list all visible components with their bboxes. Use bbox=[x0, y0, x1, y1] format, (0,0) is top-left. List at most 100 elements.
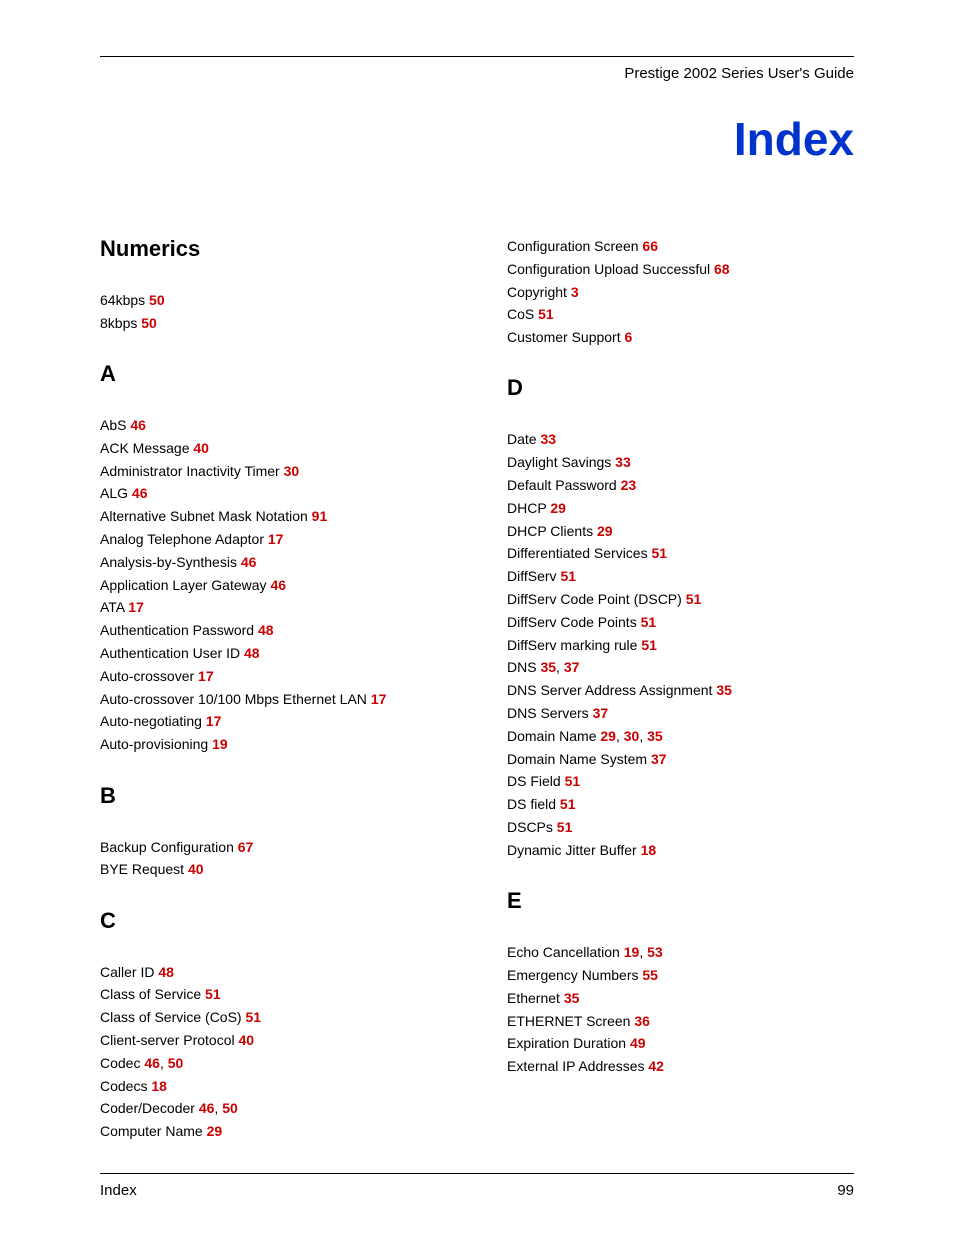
index-page-ref[interactable]: 3 bbox=[571, 284, 579, 300]
index-page-ref[interactable]: 36 bbox=[634, 1013, 650, 1029]
index-page-ref[interactable]: 51 bbox=[641, 614, 657, 630]
header-rule bbox=[100, 56, 854, 57]
index-page-ref[interactable]: 17 bbox=[206, 713, 222, 729]
index-page-ref[interactable]: 46 bbox=[241, 554, 257, 570]
index-term: AbS bbox=[100, 417, 130, 433]
index-term: Expiration Duration bbox=[507, 1035, 630, 1051]
index-page-ref[interactable]: 50 bbox=[141, 315, 157, 331]
index-page-ref[interactable]: 35 bbox=[716, 682, 732, 698]
page-ref-separator: , bbox=[160, 1055, 168, 1071]
index-page-ref[interactable]: 51 bbox=[560, 796, 576, 812]
index-entry: Administrator Inactivity Timer 30 bbox=[100, 461, 447, 481]
index-entry: Configuration Screen 66 bbox=[507, 236, 854, 256]
index-term: DNS Server Address Assignment bbox=[507, 682, 716, 698]
index-columns: Numerics64kbps 508kbps 50AAbS 46ACK Mess… bbox=[100, 236, 854, 1144]
index-page-ref[interactable]: 66 bbox=[642, 238, 658, 254]
index-page-ref[interactable]: 46 bbox=[132, 485, 148, 501]
index-entry: CoS 51 bbox=[507, 304, 854, 324]
index-page-ref[interactable]: 50 bbox=[222, 1100, 238, 1116]
index-page-ref[interactable]: 35 bbox=[647, 728, 663, 744]
index-page-ref[interactable]: 50 bbox=[168, 1055, 184, 1071]
index-term: Authentication User ID bbox=[100, 645, 244, 661]
page-ref-separator: , bbox=[639, 944, 647, 960]
index-entry: DS field 51 bbox=[507, 794, 854, 814]
index-term: ETHERNET Screen bbox=[507, 1013, 634, 1029]
index-entry: Default Password 23 bbox=[507, 475, 854, 495]
index-term: Date bbox=[507, 431, 540, 447]
index-term: BYE Request bbox=[100, 861, 188, 877]
index-page-ref[interactable]: 17 bbox=[268, 531, 284, 547]
index-page-ref[interactable]: 33 bbox=[615, 454, 631, 470]
index-page-ref[interactable]: 53 bbox=[647, 944, 663, 960]
index-page-ref[interactable]: 29 bbox=[550, 500, 566, 516]
index-page-ref[interactable]: 48 bbox=[258, 622, 274, 638]
index-page-ref[interactable]: 51 bbox=[557, 819, 573, 835]
index-term: ATA bbox=[100, 599, 128, 615]
index-entry: Client-server Protocol 40 bbox=[100, 1030, 447, 1050]
index-page-ref[interactable]: 67 bbox=[238, 839, 254, 855]
index-page-ref[interactable]: 42 bbox=[648, 1058, 664, 1074]
index-page-ref[interactable]: 17 bbox=[371, 691, 387, 707]
index-page-ref[interactable]: 35 bbox=[564, 990, 580, 1006]
index-page-ref[interactable]: 51 bbox=[686, 591, 702, 607]
index-page-ref[interactable]: 48 bbox=[158, 964, 174, 980]
index-page-ref[interactable]: 68 bbox=[714, 261, 730, 277]
index-page-ref[interactable]: 17 bbox=[128, 599, 144, 615]
index-page-ref[interactable]: 51 bbox=[641, 637, 657, 653]
footer-rule bbox=[100, 1173, 854, 1174]
index-page-ref[interactable]: 91 bbox=[312, 508, 328, 524]
index-page-ref[interactable]: 51 bbox=[245, 1009, 261, 1025]
index-page-ref[interactable]: 29 bbox=[600, 728, 616, 744]
index-entry: DiffServ marking rule 51 bbox=[507, 635, 854, 655]
index-term: Echo Cancellation bbox=[507, 944, 624, 960]
index-term: DiffServ marking rule bbox=[507, 637, 641, 653]
index-entry: DHCP Clients 29 bbox=[507, 521, 854, 541]
index-page-ref[interactable]: 23 bbox=[621, 477, 637, 493]
index-term: Domain Name System bbox=[507, 751, 651, 767]
index-page-ref[interactable]: 18 bbox=[151, 1078, 167, 1094]
index-page-ref[interactable]: 46 bbox=[270, 577, 286, 593]
index-page-ref[interactable]: 55 bbox=[642, 967, 658, 983]
index-page-ref[interactable]: 46 bbox=[199, 1100, 215, 1116]
index-term: Domain Name bbox=[507, 728, 600, 744]
index-page-ref[interactable]: 29 bbox=[597, 523, 613, 539]
section-heading: Numerics bbox=[100, 236, 447, 262]
index-page-ref[interactable]: 35 bbox=[540, 659, 556, 675]
index-term: Client-server Protocol bbox=[100, 1032, 239, 1048]
index-page-ref[interactable]: 6 bbox=[625, 329, 633, 345]
index-page-ref[interactable]: 51 bbox=[560, 568, 576, 584]
footer-right: 99 bbox=[837, 1182, 854, 1199]
index-page-ref[interactable]: 51 bbox=[205, 986, 221, 1002]
index-page-ref[interactable]: 19 bbox=[212, 736, 228, 752]
index-page-ref[interactable]: 17 bbox=[198, 668, 214, 684]
index-entry: External IP Addresses 42 bbox=[507, 1056, 854, 1076]
index-page-ref[interactable]: 40 bbox=[239, 1032, 255, 1048]
index-page-ref[interactable]: 46 bbox=[144, 1055, 160, 1071]
index-page-ref[interactable]: 48 bbox=[244, 645, 260, 661]
index-page-ref[interactable]: 30 bbox=[284, 463, 300, 479]
index-page-ref[interactable]: 18 bbox=[641, 842, 657, 858]
index-page-ref[interactable]: 46 bbox=[130, 417, 146, 433]
index-entry: Domain Name 29, 30, 35 bbox=[507, 726, 854, 746]
index-page-ref[interactable]: 51 bbox=[651, 545, 667, 561]
index-page-ref[interactable]: 19 bbox=[624, 944, 640, 960]
index-term: Emergency Numbers bbox=[507, 967, 642, 983]
index-term: Auto-crossover bbox=[100, 668, 198, 684]
index-page-ref[interactable]: 37 bbox=[593, 705, 609, 721]
index-entry: DNS 35, 37 bbox=[507, 657, 854, 677]
index-page-ref[interactable]: 40 bbox=[193, 440, 209, 456]
index-page-ref[interactable]: 30 bbox=[624, 728, 640, 744]
index-page-ref[interactable]: 40 bbox=[188, 861, 204, 877]
index-page-ref[interactable]: 49 bbox=[630, 1035, 646, 1051]
index-page-ref[interactable]: 50 bbox=[149, 292, 165, 308]
index-entry: DHCP 29 bbox=[507, 498, 854, 518]
index-page-ref[interactable]: 33 bbox=[540, 431, 556, 447]
index-page-ref[interactable]: 51 bbox=[565, 773, 581, 789]
index-page-ref[interactable]: 37 bbox=[564, 659, 580, 675]
index-page-ref[interactable]: 29 bbox=[207, 1123, 223, 1139]
index-page-ref[interactable]: 51 bbox=[538, 306, 554, 322]
index-term: Customer Support bbox=[507, 329, 625, 345]
index-page-ref[interactable]: 37 bbox=[651, 751, 667, 767]
index-term: Authentication Password bbox=[100, 622, 258, 638]
index-term: DiffServ Code Point (DSCP) bbox=[507, 591, 686, 607]
